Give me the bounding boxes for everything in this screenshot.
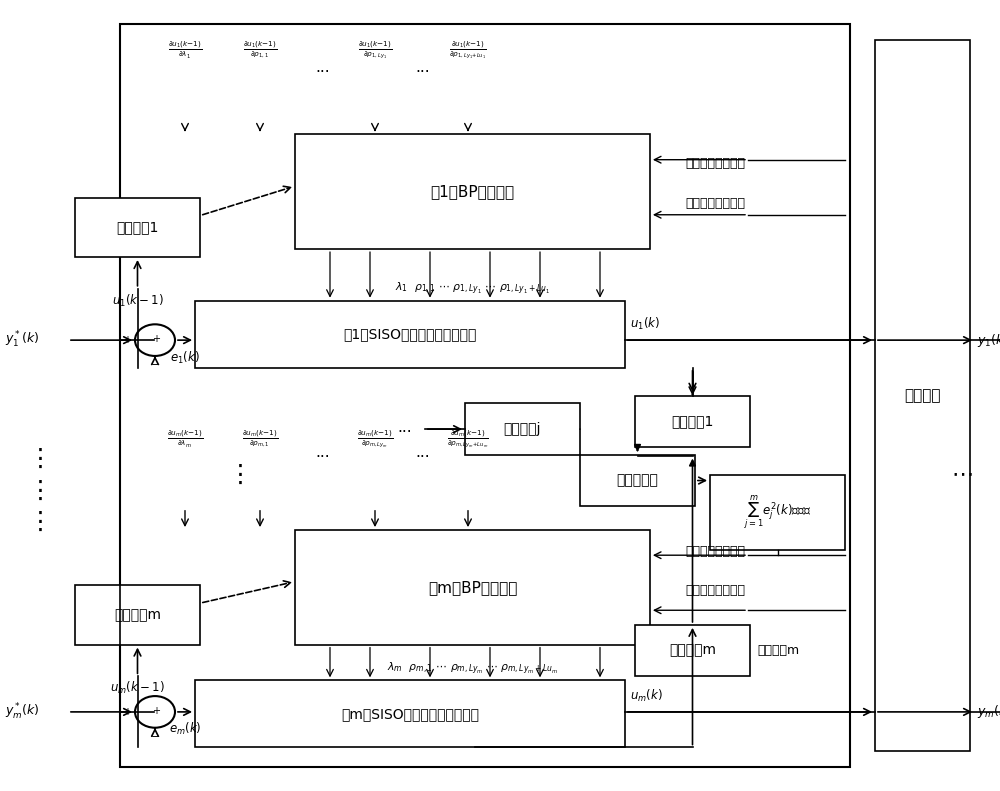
Text: ⋮: ⋮ xyxy=(228,463,252,486)
Text: $\frac{\partial u_1(k{-}1)}{\partial\rho_{1,1}}$: $\frac{\partial u_1(k{-}1)}{\partial\rho… xyxy=(243,40,277,60)
FancyBboxPatch shape xyxy=(295,530,650,645)
Text: $\frac{\partial u_m(k{-}1)}{\partial\rho_{m,Ly_m\!+\!Lu_m}}$: $\frac{\partial u_m(k{-}1)}{\partial\rho… xyxy=(447,429,489,450)
Text: $u_m(k-1)$: $u_m(k-1)$ xyxy=(110,680,165,696)
Text: 更新输出层权系数: 更新输出层权系数 xyxy=(685,585,745,597)
Text: ⋮: ⋮ xyxy=(28,510,52,534)
Text: $u_1(k-1)$: $u_1(k-1)$ xyxy=(112,293,163,308)
FancyBboxPatch shape xyxy=(75,198,200,257)
Text: +: + xyxy=(123,335,131,345)
Text: $\frac{\partial u_m(k{-}1)}{\partial\rho_{m,Ly_m}}$: $\frac{\partial u_m(k{-}1)}{\partial\rho… xyxy=(357,429,393,450)
Text: +: + xyxy=(123,707,131,717)
Text: ⋯: ⋯ xyxy=(952,464,974,485)
FancyBboxPatch shape xyxy=(875,40,970,751)
Text: 第m个SISO全格式无模型控制器: 第m个SISO全格式无模型控制器 xyxy=(341,707,479,721)
Text: 第m个BP神经网络: 第m个BP神经网络 xyxy=(428,580,517,595)
Text: 梯度信息m: 梯度信息m xyxy=(669,644,716,657)
FancyBboxPatch shape xyxy=(195,680,625,747)
Text: ...: ... xyxy=(416,60,430,74)
Text: $y_1(k)$: $y_1(k)$ xyxy=(977,331,1000,349)
FancyBboxPatch shape xyxy=(635,625,750,676)
Text: $e_m(k)$: $e_m(k)$ xyxy=(169,721,201,737)
Text: ...: ... xyxy=(398,420,412,434)
Text: $\lambda_m\ \ \rho_{m,1}\ \cdots\ \rho_{m,Ly_m}\ \cdots\ \rho_{m,Ly_m+Lu_m}$: $\lambda_m\ \ \rho_{m,1}\ \cdots\ \rho_{… xyxy=(387,660,558,677)
Text: 被控对象: 被控对象 xyxy=(904,388,941,403)
Text: 偏导信息m: 偏导信息m xyxy=(114,608,161,622)
Text: ...: ... xyxy=(416,445,430,460)
Text: $y_m^*(k)$: $y_m^*(k)$ xyxy=(5,702,40,722)
Text: −: − xyxy=(151,732,161,742)
Text: 梯度信息m: 梯度信息m xyxy=(758,644,800,657)
FancyBboxPatch shape xyxy=(120,24,850,767)
Text: $y_1^*(k)$: $y_1^*(k)$ xyxy=(5,330,39,350)
Text: +: + xyxy=(152,706,160,716)
Text: $u_1(k)$: $u_1(k)$ xyxy=(630,316,660,332)
Text: $\frac{\partial u_m(k{-}1)}{\partial\lambda_m}$: $\frac{\partial u_m(k{-}1)}{\partial\lam… xyxy=(167,429,203,450)
Text: $u_m(k)$: $u_m(k)$ xyxy=(630,688,663,704)
Text: 梯度信息j: 梯度信息j xyxy=(504,422,541,436)
Text: 第1个SISO全格式无模型控制器: 第1个SISO全格式无模型控制器 xyxy=(343,327,477,341)
Text: ⋮: ⋮ xyxy=(28,479,52,502)
Text: $e_1(k)$: $e_1(k)$ xyxy=(170,350,200,365)
FancyBboxPatch shape xyxy=(75,585,200,645)
Text: 梯度信息集: 梯度信息集 xyxy=(617,474,658,487)
Text: 更新隐含层权系数: 更新隐含层权系数 xyxy=(685,545,745,558)
Text: ...: ... xyxy=(316,60,330,74)
FancyBboxPatch shape xyxy=(295,134,650,249)
FancyBboxPatch shape xyxy=(195,301,625,368)
Text: ⋮: ⋮ xyxy=(28,447,52,471)
Text: $\frac{\partial u_1(k{-}1)}{\partial\rho_{1,Ly_1}}$: $\frac{\partial u_1(k{-}1)}{\partial\rho… xyxy=(358,40,392,61)
Text: 更新输出层权系数: 更新输出层权系数 xyxy=(685,197,745,210)
Text: 偏导信息1: 偏导信息1 xyxy=(116,221,159,234)
Text: 第1个BP神经网络: 第1个BP神经网络 xyxy=(430,184,515,199)
Text: $\lambda_1\ \ \rho_{1,1}\ \cdots\ \rho_{1,Ly_1}\ \cdots\ \rho_{1,Ly_1+Lu_1}$: $\lambda_1\ \ \rho_{1,1}\ \cdots\ \rho_{… xyxy=(395,281,550,297)
Text: +: + xyxy=(152,335,160,344)
Text: ...: ... xyxy=(316,445,330,460)
Text: $\frac{\partial u_1(k{-}1)}{\partial\rho_{1,Ly_1\!+\!Lu_1}}$: $\frac{\partial u_1(k{-}1)}{\partial\rho… xyxy=(449,40,487,61)
Text: 梯度信息1: 梯度信息1 xyxy=(671,414,714,428)
FancyBboxPatch shape xyxy=(710,475,845,550)
Text: $y_m(k)$: $y_m(k)$ xyxy=(977,703,1000,721)
Text: $\sum_{j=1}^{m}e_j^2(k)$最小化: $\sum_{j=1}^{m}e_j^2(k)$最小化 xyxy=(744,494,811,531)
Text: $\frac{\partial u_1(k{-}1)}{\partial\lambda_1}$: $\frac{\partial u_1(k{-}1)}{\partial\lam… xyxy=(168,40,202,61)
Text: 更新隐含层权系数: 更新隐含层权系数 xyxy=(685,157,745,170)
Text: $\frac{\partial u_m(k{-}1)}{\partial\rho_{m,1}}$: $\frac{\partial u_m(k{-}1)}{\partial\rho… xyxy=(242,429,278,449)
FancyBboxPatch shape xyxy=(635,396,750,447)
FancyBboxPatch shape xyxy=(465,403,580,455)
FancyBboxPatch shape xyxy=(580,455,695,506)
Text: −: − xyxy=(151,360,161,370)
